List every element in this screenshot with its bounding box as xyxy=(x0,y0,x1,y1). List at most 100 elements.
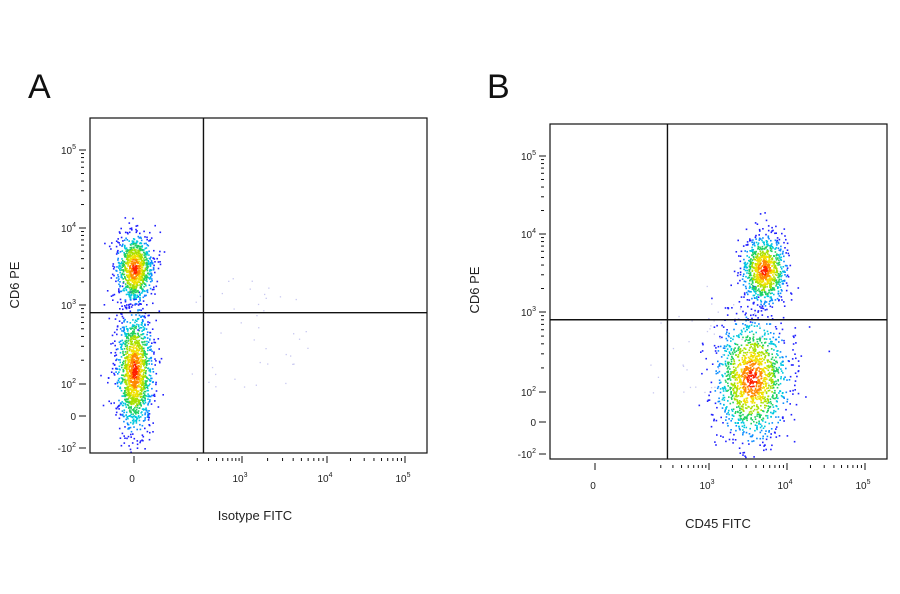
event-dot xyxy=(762,241,764,243)
event-dot xyxy=(139,326,142,329)
event-dot xyxy=(136,254,139,257)
event-dot xyxy=(772,262,775,265)
event-dot xyxy=(767,272,769,275)
event-dot xyxy=(136,245,139,247)
event-dot xyxy=(750,382,752,384)
event-dot xyxy=(757,388,759,391)
event-dot xyxy=(726,348,729,350)
event-dot xyxy=(155,383,157,386)
event-dot xyxy=(764,212,766,214)
event-dot xyxy=(761,369,763,372)
event-dot xyxy=(127,291,129,293)
event-dot xyxy=(124,245,126,248)
event-dot xyxy=(767,263,769,266)
event-dot xyxy=(762,383,765,385)
event-dot xyxy=(749,285,751,288)
event-dot xyxy=(740,408,743,411)
event-dot xyxy=(220,332,222,334)
event-dot xyxy=(132,382,134,384)
event-dot xyxy=(749,413,751,415)
event-dot xyxy=(787,276,790,278)
event-dot xyxy=(758,323,760,325)
event-dot xyxy=(751,351,753,354)
event-dot xyxy=(141,253,143,256)
event-dot xyxy=(130,291,133,293)
event-dot xyxy=(126,404,129,406)
event-dot xyxy=(788,360,790,363)
event-dot xyxy=(767,375,769,378)
event-dot xyxy=(770,402,772,405)
event-dot xyxy=(747,339,749,342)
event-dot xyxy=(751,405,753,408)
event-dot xyxy=(753,420,755,423)
event-dot xyxy=(761,372,763,374)
event-dot xyxy=(125,267,127,270)
event-dot xyxy=(766,365,768,367)
event-dot xyxy=(132,377,135,380)
event-dot xyxy=(769,385,772,388)
event-dot xyxy=(780,256,783,259)
event-dot xyxy=(746,324,748,327)
event-dot xyxy=(729,353,732,355)
event-dot xyxy=(769,267,772,269)
event-dot xyxy=(735,367,737,369)
event-dot xyxy=(143,254,145,256)
event-dot xyxy=(713,418,715,421)
event-dot xyxy=(729,431,732,434)
event-dot xyxy=(133,338,135,340)
event-dot xyxy=(132,290,134,292)
event-dot xyxy=(768,257,770,260)
event-dot xyxy=(115,348,118,351)
event-dot xyxy=(120,267,122,269)
event-dot xyxy=(772,397,775,399)
event-dot xyxy=(137,318,139,321)
event-dot xyxy=(120,356,123,358)
event-dot xyxy=(153,249,155,252)
event-dot xyxy=(148,395,151,398)
event-dot xyxy=(776,253,778,255)
event-dot xyxy=(743,431,745,433)
event-dot xyxy=(735,312,738,315)
event-dot xyxy=(147,314,149,317)
event-dot xyxy=(751,259,754,261)
event-dot xyxy=(738,419,740,421)
event-dot xyxy=(672,347,675,350)
event-dot xyxy=(744,360,747,362)
event-dot xyxy=(125,391,128,394)
event-dot xyxy=(718,400,721,403)
event-dot xyxy=(143,285,145,288)
event-dot xyxy=(128,334,131,337)
event-dot xyxy=(140,347,143,350)
event-dot xyxy=(767,270,770,273)
event-dot xyxy=(148,384,150,387)
event-dot xyxy=(760,383,762,386)
event-dot xyxy=(764,332,766,334)
event-dot xyxy=(750,417,752,420)
event-dot xyxy=(158,310,161,312)
event-dot xyxy=(140,337,143,340)
event-dot xyxy=(768,384,770,387)
event-dot xyxy=(758,385,760,387)
event-dot xyxy=(755,270,757,273)
event-dot xyxy=(128,383,130,386)
event-dot xyxy=(132,368,134,371)
event-dot xyxy=(745,267,748,269)
panel-b-y-axis-title: CD6 PE xyxy=(467,266,482,313)
event-dot xyxy=(757,359,759,361)
event-dot xyxy=(763,358,765,361)
event-dot xyxy=(157,261,160,263)
event-dot xyxy=(766,269,769,272)
event-dot xyxy=(132,423,134,425)
event-dot xyxy=(133,386,135,388)
event-dot xyxy=(745,383,747,386)
event-dot xyxy=(740,333,743,336)
event-dot xyxy=(146,331,149,333)
event-dot xyxy=(745,353,748,356)
event-dot xyxy=(126,253,129,255)
event-dot xyxy=(735,373,738,376)
event-dot xyxy=(766,308,768,311)
event-dot xyxy=(133,345,135,347)
event-dot xyxy=(140,315,142,318)
event-dot xyxy=(133,242,135,245)
event-dot xyxy=(767,295,770,298)
